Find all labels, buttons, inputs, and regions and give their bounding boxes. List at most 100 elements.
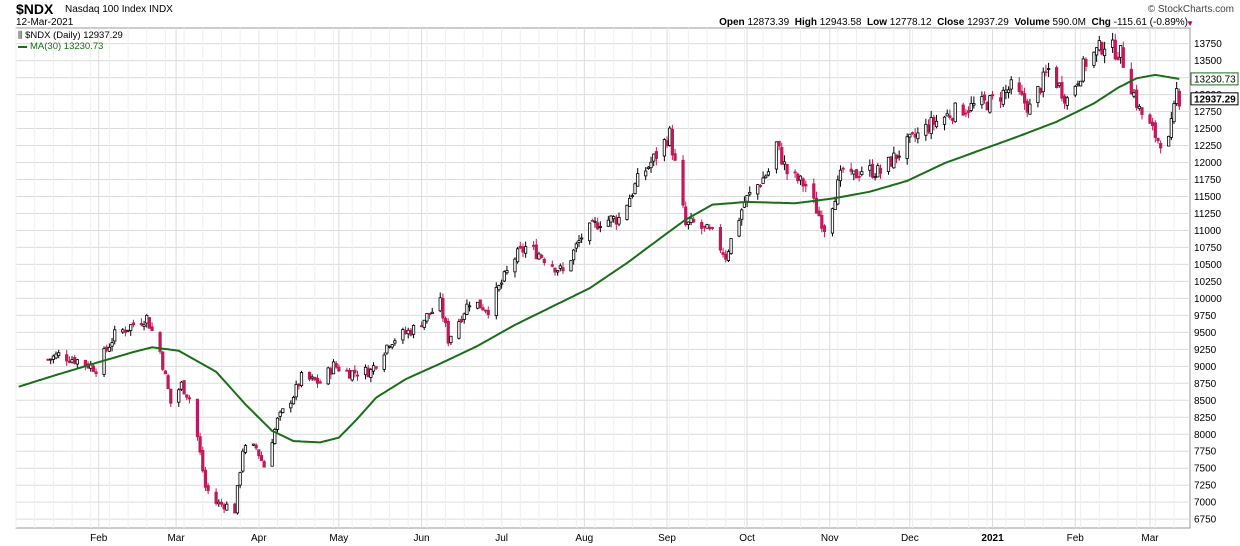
candle-body: [513, 258, 517, 273]
candle-body: [710, 227, 714, 229]
candle-body: [606, 219, 610, 227]
candle-body: [1135, 89, 1139, 108]
ma-line-swatch-icon: [18, 45, 27, 48]
candle-body: [1095, 47, 1099, 56]
candle-body: [961, 104, 965, 116]
legend-price-label: $NDX (Daily) 12937.29: [25, 30, 123, 41]
candle-body: [254, 444, 258, 449]
candle-body: [390, 344, 394, 348]
candle-body: [1084, 59, 1088, 67]
candle-body: [217, 501, 221, 505]
y-tick-label: 8500: [1194, 396, 1217, 407]
candle-body: [841, 167, 845, 170]
candle-body: [886, 156, 891, 172]
candle-body: [670, 128, 674, 156]
candle-body: [419, 325, 424, 328]
candle-body: [932, 117, 936, 125]
candle-body: [73, 357, 77, 364]
candle-body: [580, 237, 584, 240]
candle-body: [91, 365, 95, 372]
candle-body: [201, 449, 205, 472]
candle-body: [142, 324, 146, 327]
y-tick-label: 13750: [1194, 39, 1222, 50]
y-tick-label: 12000: [1194, 158, 1222, 169]
candle-body: [46, 358, 50, 361]
candle-body: [1172, 103, 1176, 123]
candle-body: [926, 124, 931, 133]
candle-body: [908, 133, 912, 138]
candle-body: [721, 252, 725, 255]
candle-body: [598, 226, 602, 228]
candle-body: [123, 329, 127, 333]
candle-body: [692, 219, 696, 223]
candle-body: [964, 112, 968, 115]
candle-body: [83, 359, 87, 366]
y-tick-label: 8000: [1194, 430, 1217, 441]
y-tick-label: 11000: [1194, 226, 1222, 237]
candle-body: [833, 201, 837, 210]
candle-body: [558, 265, 562, 269]
index-name: Nasdaq 100 Index INDX: [65, 4, 173, 15]
candle-body: [363, 366, 368, 376]
candle-body: [467, 305, 472, 308]
last-value-labels: 13230.73 12937.29: [1190, 72, 1239, 106]
exchange-label: INDX: [148, 4, 173, 15]
y-tick-label: 7750: [1194, 447, 1217, 458]
candle-body: [982, 94, 987, 101]
candle-body: [838, 169, 843, 182]
candle-body: [257, 449, 261, 457]
candle-body: [822, 225, 827, 232]
low-label: Low: [867, 17, 888, 28]
candle-body: [913, 134, 917, 138]
candle-body: [281, 408, 285, 413]
y-tick-label: 10000: [1194, 294, 1222, 305]
candle-body: [726, 251, 731, 261]
candle-body: [1140, 107, 1144, 115]
candle-body: [195, 398, 200, 438]
candle-body: [766, 171, 771, 176]
candle-body: [1116, 56, 1120, 61]
candle-body: [537, 253, 541, 260]
candle-body: [998, 97, 1003, 102]
candle-body: [1017, 82, 1021, 92]
candle-body: [1076, 83, 1080, 86]
candle-body: [1038, 87, 1043, 94]
candle-body: [972, 103, 976, 106]
candle-body: [163, 370, 168, 375]
candle-body: [550, 264, 554, 267]
candle-body: [1036, 86, 1040, 103]
candle-body: [540, 254, 544, 258]
candle-body: [860, 171, 864, 175]
candle-body: [1100, 42, 1104, 55]
candle-body: [1103, 48, 1107, 57]
candle-body: [270, 442, 274, 467]
candle-body: [278, 411, 282, 417]
candle-body: [49, 358, 53, 361]
quote-bar: Open 12873.39 High 12943.58 Low 12778.12…: [719, 17, 1188, 28]
candle-body: [1111, 39, 1115, 48]
candle-body: [478, 299, 482, 309]
candle-body: [1167, 135, 1171, 147]
candle-body: [113, 329, 117, 342]
candle-body: [561, 267, 565, 272]
y-axis: 6750 7000 7250 7500 7750 8000 8250 8500 8750 9000…: [1194, 39, 1222, 526]
candle-body: [1159, 143, 1163, 149]
candle-body: [654, 151, 658, 159]
copyright-notice[interactable]: © StockCharts.com: [1147, 4, 1234, 15]
candle-body: [798, 175, 803, 181]
candle-body: [686, 221, 690, 225]
candle-body: [233, 503, 237, 514]
candle-body: [897, 155, 901, 158]
candle-body: [614, 217, 618, 225]
symbol-title: $NDX: [16, 1, 54, 17]
high-label: High: [794, 17, 817, 28]
index-full-name: Nasdaq 100 Index: [65, 4, 147, 15]
y-tick-label: 12500: [1194, 124, 1222, 135]
candle-body: [814, 197, 819, 214]
candle-body: [411, 325, 416, 335]
candle-body: [326, 367, 330, 385]
candle-body: [430, 311, 434, 315]
candle-body: [187, 397, 192, 400]
candle-body: [406, 329, 410, 335]
